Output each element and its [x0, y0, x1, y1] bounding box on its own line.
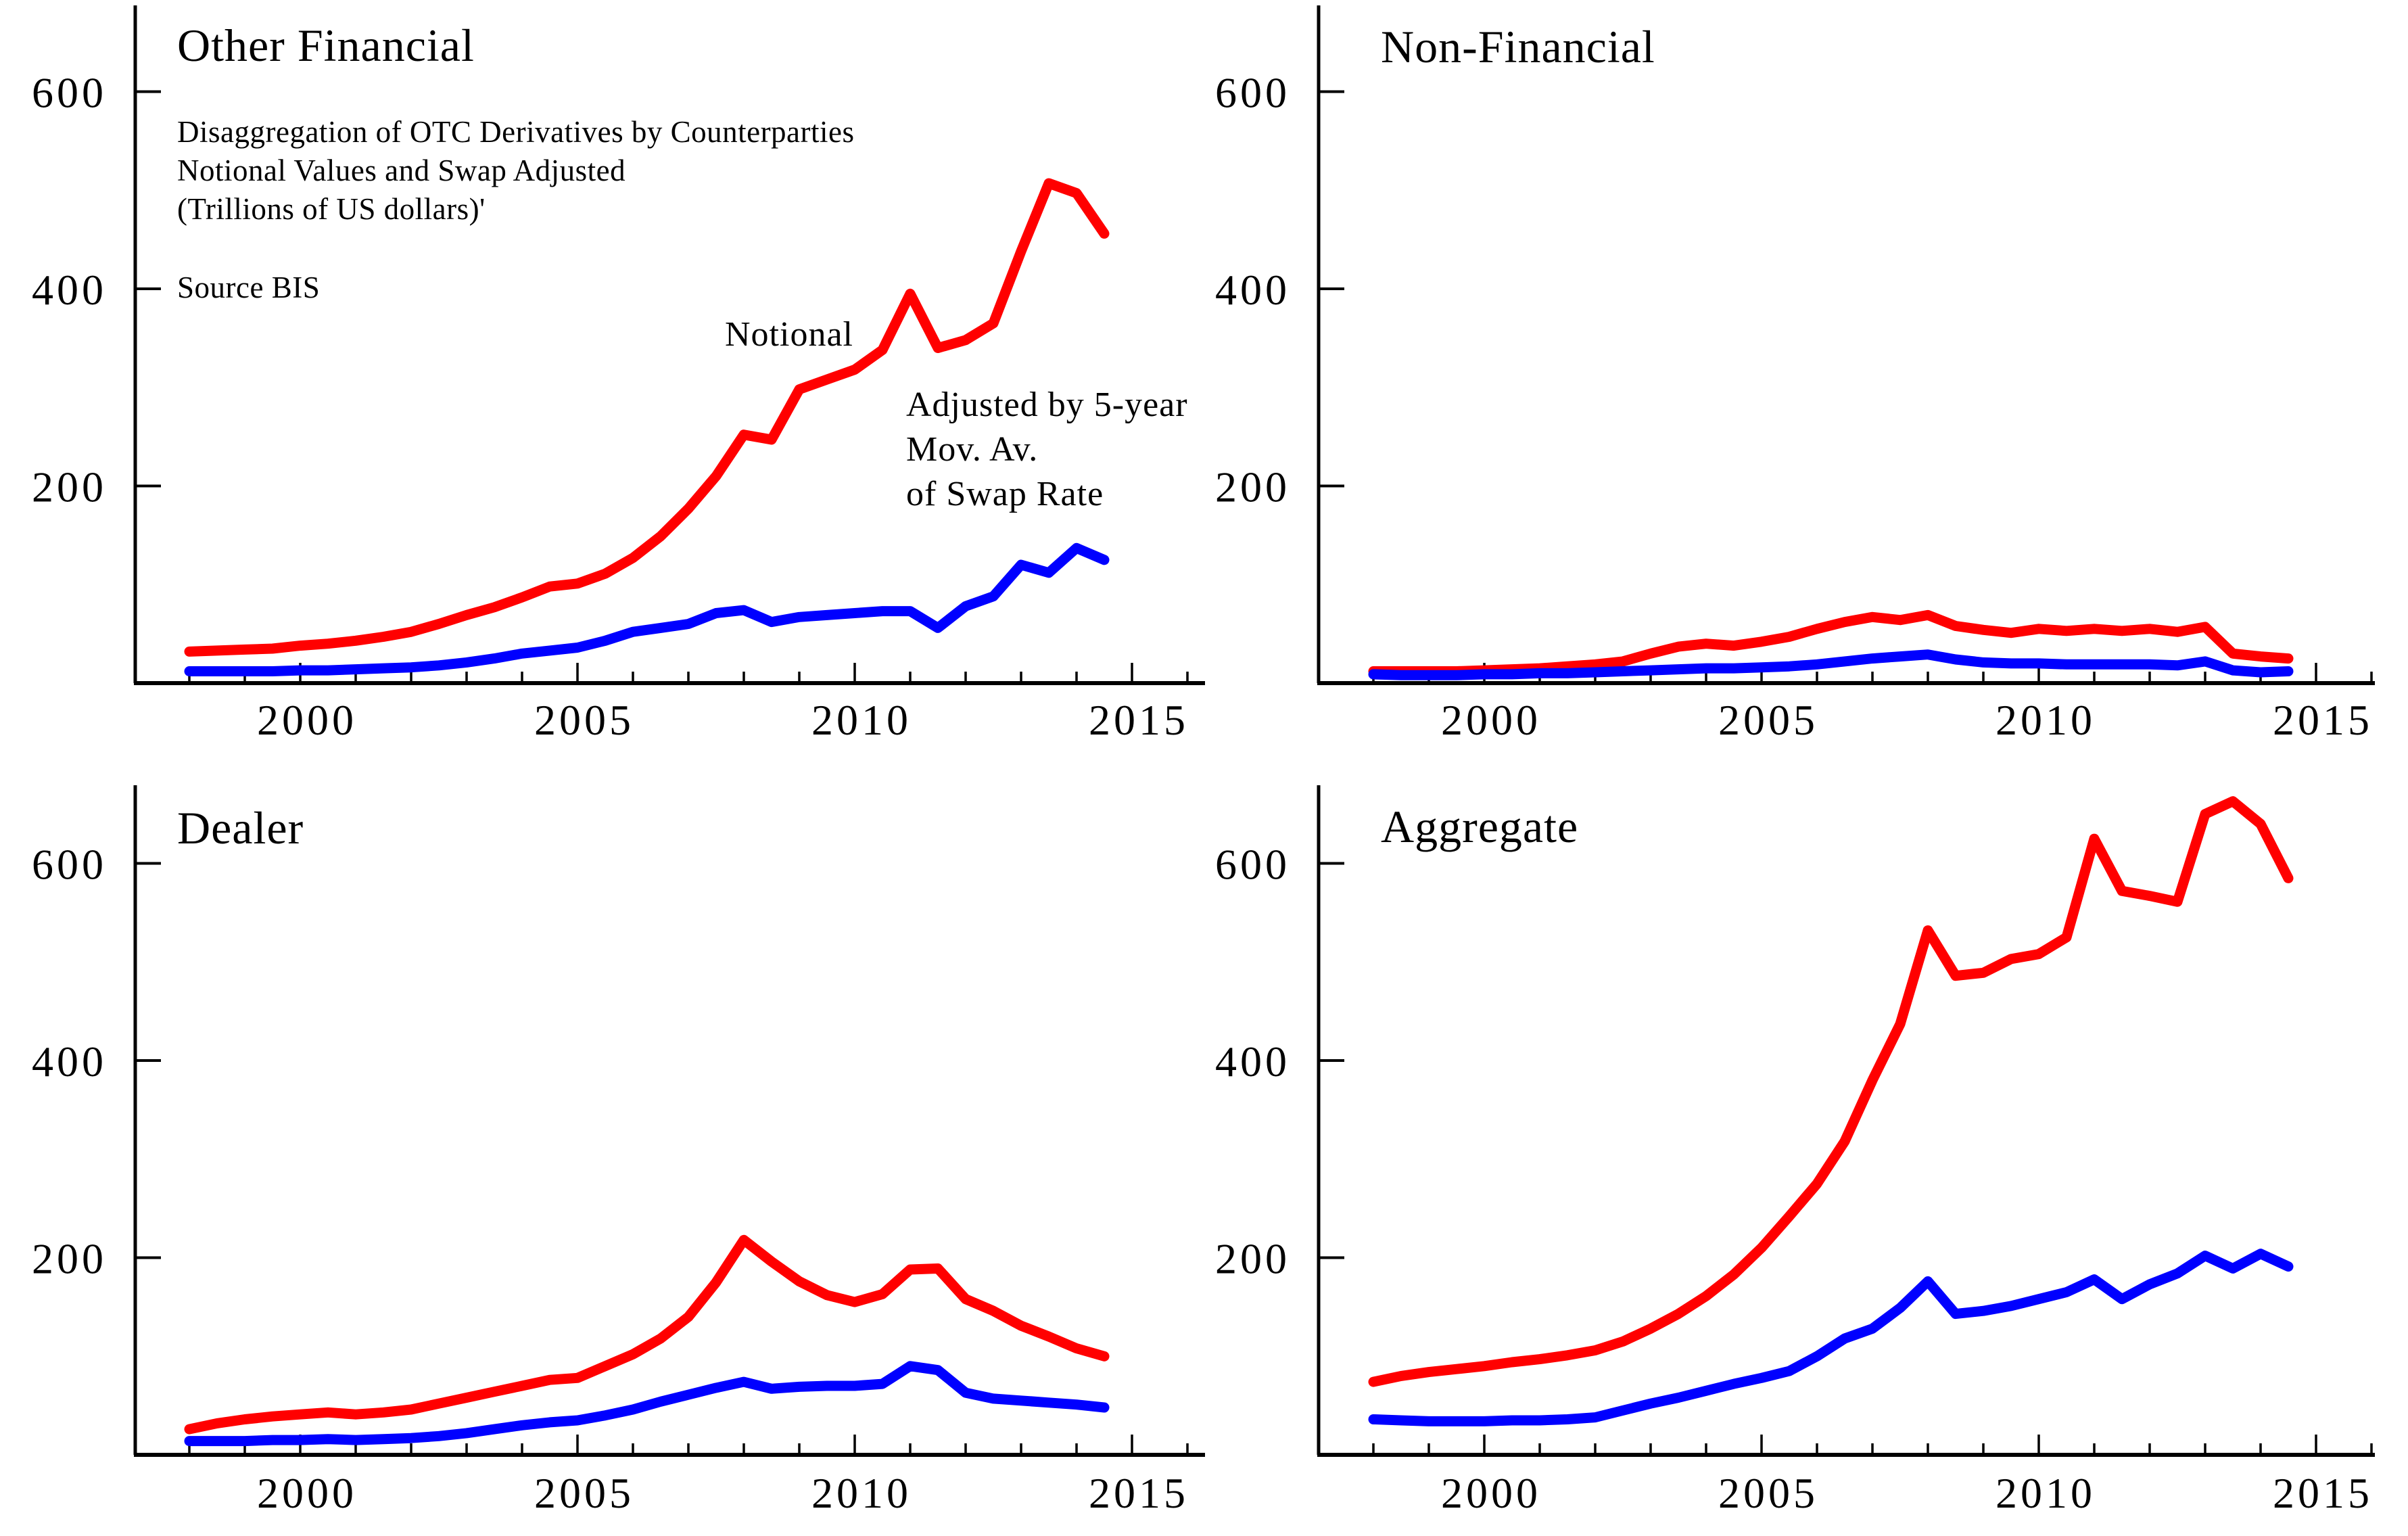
y-tick-label: 200	[1215, 1235, 1290, 1283]
y-tick-label: 400	[1215, 1038, 1290, 1086]
x-tick-label: 2010	[1996, 1469, 2096, 1517]
x-tick-label: 2015	[1089, 1469, 1189, 1517]
y-tick-label: 200	[32, 1235, 107, 1283]
x-tick-label: 2015	[1089, 696, 1189, 744]
x-tick-label: 2005	[534, 696, 634, 744]
x-tick-label: 2015	[2273, 1469, 2373, 1517]
adjusted-series-label-line-3: of Swap Rate	[906, 475, 1104, 513]
adjusted-series-label-line-1: Adjusted by 5-year	[906, 386, 1188, 424]
y-tick-label: 200	[1215, 463, 1290, 511]
y-tick-label: 400	[32, 266, 107, 314]
x-tick-label: 2000	[1441, 1469, 1541, 1517]
x-tick-label: 2010	[811, 696, 912, 744]
panel-title: Other Financial	[177, 20, 475, 71]
panel-title: Non-Financial	[1381, 21, 1655, 72]
x-tick-label: 2005	[534, 1469, 634, 1517]
panel-title: Dealer	[177, 802, 304, 854]
y-tick-label: 200	[32, 463, 107, 511]
series-line-adjusted	[1368, 649, 2294, 680]
x-tick-label: 2000	[257, 1469, 357, 1517]
panel-dealer: 200 400 600 2000 2005 2010 2015 Dealer	[32, 785, 1205, 1517]
x-tick-label: 2010	[1996, 696, 2096, 744]
y-tick-label: 600	[1215, 69, 1290, 117]
panel-non-financial: 200 400 600 2000 2005 2010 2015 Non-Financial	[1215, 5, 2375, 744]
y-tick-label: 600	[32, 841, 107, 889]
figure-units-note: (Trillions of US dollars)'	[177, 192, 486, 226]
panel-title: Aggregate	[1381, 801, 1578, 852]
y-tick-label: 600	[1215, 841, 1290, 889]
y-tick-label: 600	[32, 69, 107, 117]
series-line-adjusted	[1368, 1249, 2294, 1426]
y-tick-label: 400	[32, 1038, 107, 1086]
x-tick-label: 2005	[1718, 696, 1818, 744]
source-note: Source BIS	[177, 271, 320, 304]
y-tick-label: 400	[1215, 266, 1290, 314]
series-line-notional	[184, 178, 1110, 657]
figure-subtitle-line-2: Notional Values and Swap Adjusted	[177, 154, 625, 187]
series-line-adjusted	[184, 542, 1110, 676]
panel-aggregate: 200 400 600 2000 2005 2010 2015 Aggregate	[1215, 785, 2375, 1517]
x-tick-label: 2010	[811, 1469, 912, 1517]
notional-series-label: Notional	[725, 315, 853, 354]
x-tick-label: 2000	[1441, 696, 1541, 744]
x-tick-label: 2005	[1718, 1469, 1818, 1517]
series-line-notional	[1368, 796, 2294, 1387]
figure-subtitle-line-1: Disaggregation of OTC Derivatives by Cou…	[177, 115, 855, 149]
x-tick-label: 2015	[2273, 696, 2373, 744]
panel-other-financial: 200 400 600 2000 2005 2010 2015 Other Financial…	[32, 5, 1205, 744]
series-line-adjusted	[184, 1361, 1110, 1447]
x-tick-label: 2000	[257, 696, 357, 744]
adjusted-series-label-line-2: Mov. Av.	[906, 430, 1038, 469]
series-line-notional	[184, 1234, 1110, 1435]
